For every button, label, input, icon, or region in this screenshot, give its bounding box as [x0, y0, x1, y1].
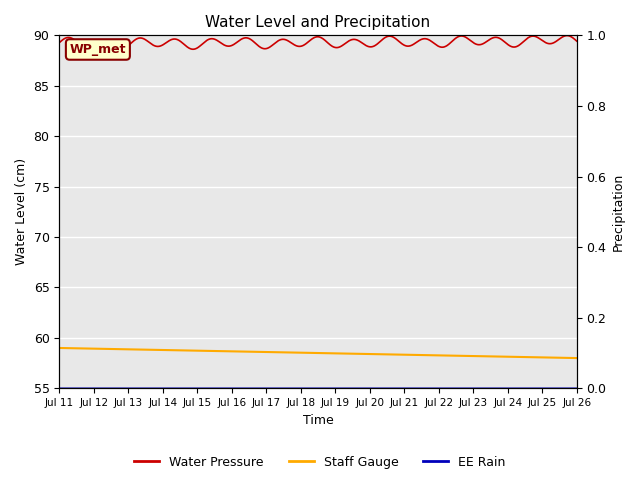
EE Rain: [56, 385, 63, 391]
Legend: Water Pressure, Staff Gauge, EE Rain: Water Pressure, Staff Gauge, EE Rain: [129, 451, 511, 474]
Water Pressure: [573, 38, 580, 44]
EE Rain: [254, 385, 262, 391]
X-axis label: Time: Time: [303, 414, 333, 427]
Water Pressure: [507, 44, 515, 49]
Water Pressure: [189, 47, 197, 52]
Water Pressure: [56, 40, 63, 46]
Staff Gauge: [573, 355, 580, 361]
EE Rain: [276, 385, 284, 391]
Staff Gauge: [145, 347, 153, 353]
Water Pressure: [276, 37, 284, 43]
Staff Gauge: [507, 354, 515, 360]
EE Rain: [145, 385, 153, 391]
Staff Gauge: [254, 349, 262, 355]
EE Rain: [563, 385, 570, 391]
Staff Gauge: [563, 355, 570, 361]
Title: Water Level and Precipitation: Water Level and Precipitation: [205, 15, 431, 30]
Line: Staff Gauge: Staff Gauge: [60, 348, 577, 358]
Staff Gauge: [56, 345, 63, 351]
Water Pressure: [145, 39, 153, 45]
Line: Water Pressure: Water Pressure: [60, 36, 577, 49]
Water Pressure: [563, 33, 570, 38]
Water Pressure: [254, 43, 262, 48]
Y-axis label: Precipitation: Precipitation: [612, 173, 625, 251]
Staff Gauge: [276, 349, 284, 355]
Staff Gauge: [115, 346, 122, 352]
EE Rain: [573, 385, 580, 391]
Y-axis label: Water Level (cm): Water Level (cm): [15, 158, 28, 265]
Water Pressure: [563, 33, 571, 38]
EE Rain: [507, 385, 515, 391]
Text: WP_met: WP_met: [70, 43, 126, 56]
Water Pressure: [115, 46, 122, 51]
EE Rain: [115, 385, 122, 391]
